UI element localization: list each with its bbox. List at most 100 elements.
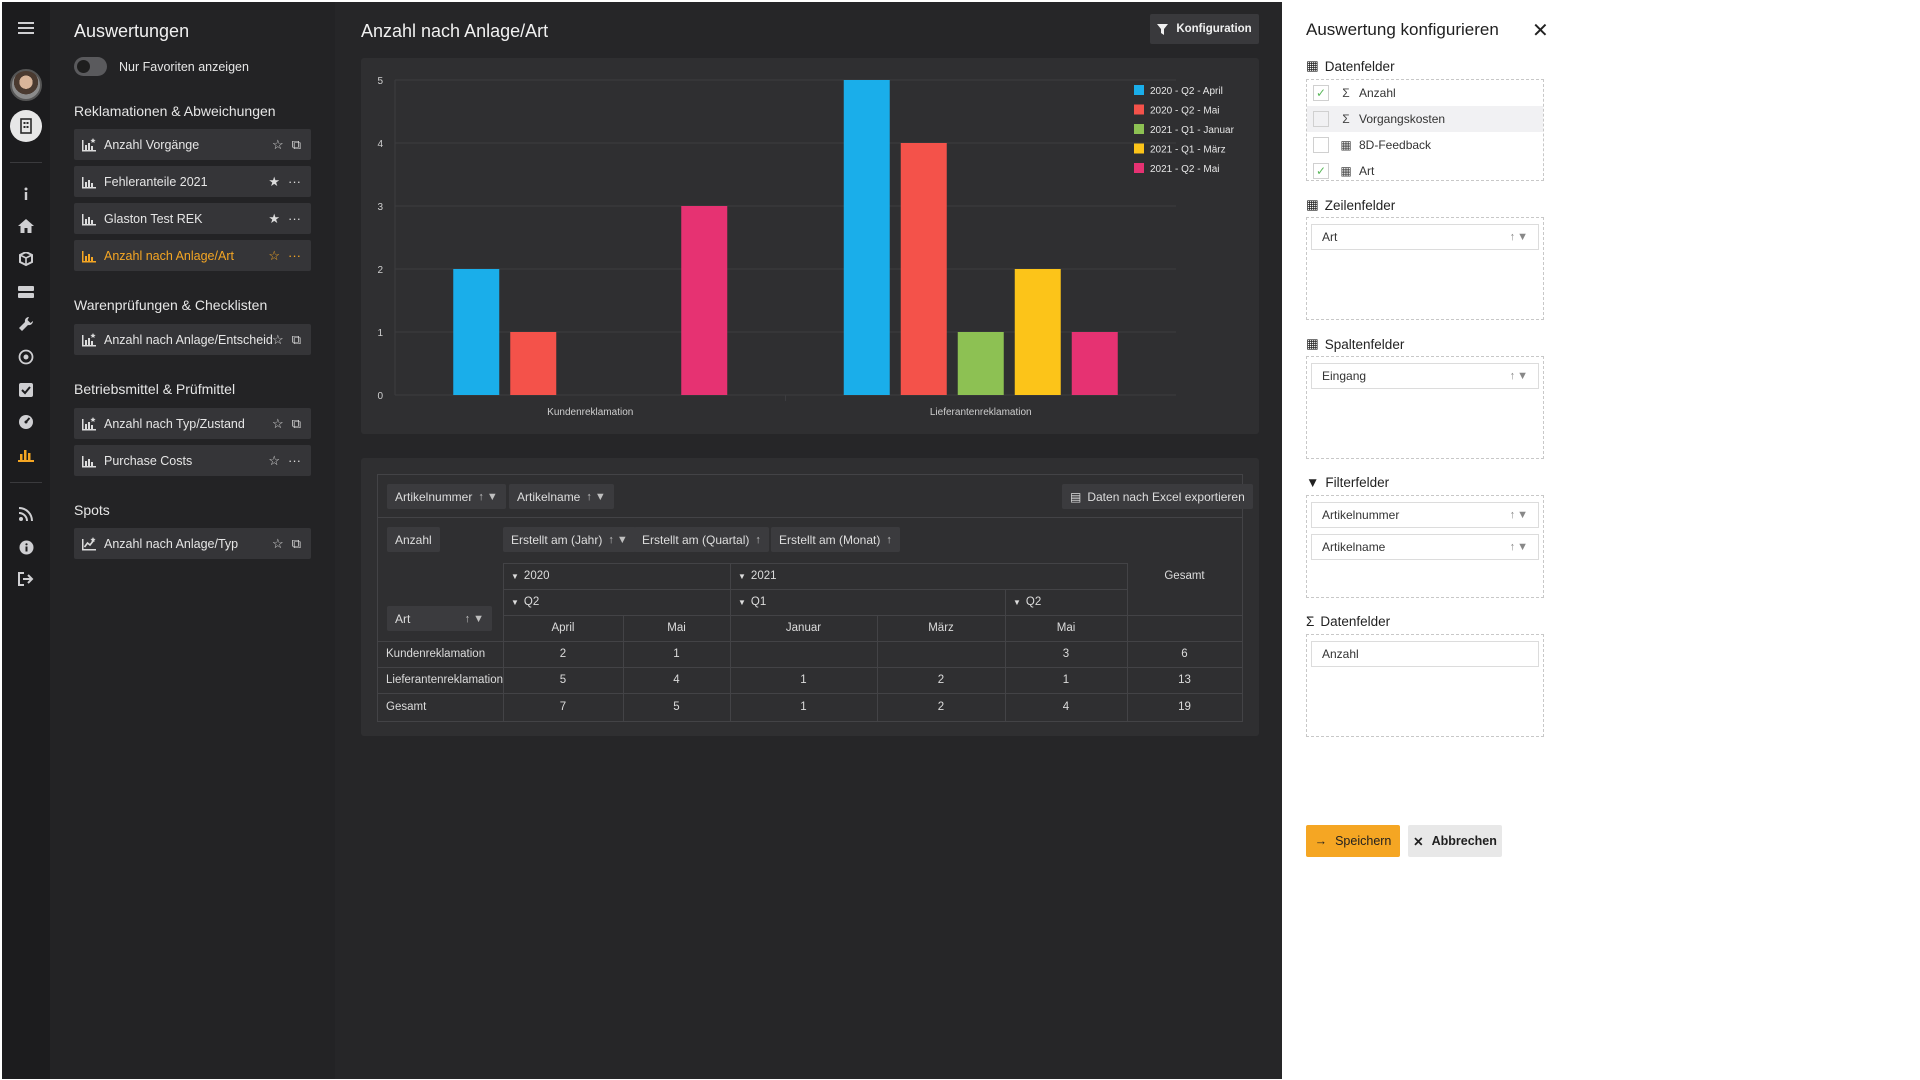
filter-icon[interactable]: ▼ [486,490,498,503]
bar-chart-icon[interactable] [2,439,50,471]
filter-icon[interactable]: ▼ [1517,370,1528,382]
save-button[interactable]: → Speichern [1306,825,1400,857]
filter-icon[interactable]: ▼ [1517,509,1528,521]
expand-caret-icon[interactable]: ▼ [738,597,746,607]
report-item-purchase-costs[interactable]: Purchase Costs ☆ ··· [74,445,311,476]
copy-icon[interactable]: ⧉ [291,136,301,152]
filter-icon[interactable]: ▼ [616,533,628,546]
sort-icon[interactable]: ↑ [464,612,471,625]
report-item-anzahl-anlage-entscheid[interactable]: Anzahl nach Anlage/Entscheid ☆ ⧉ [74,324,311,355]
field-label: Anzahl [1322,647,1359,661]
datafield-8d-feedback[interactable]: ▦ 8D-Feedback [1307,132,1543,158]
copy-icon[interactable]: ⧉ [291,535,301,551]
report-item-anzahl-typ-zustand[interactable]: Anzahl nach Typ/Zustand ☆ ⧉ [74,408,311,439]
server-icon[interactable] [2,276,50,308]
more-options-icon[interactable]: ··· [288,174,301,189]
wrench-icon[interactable] [2,308,50,340]
data-cell: 5 [673,701,680,713]
logout-icon[interactable] [2,563,50,595]
datafield-anzahl[interactable]: ✓ Σ Anzahl [1307,80,1543,106]
datafield-vorgangskosten[interactable]: Σ Vorgangskosten [1307,106,1543,132]
filter-field-artikelname[interactable]: Artikelname ↑ ▼ [1311,534,1539,560]
filter-icon[interactable]: ▼ [1517,231,1528,243]
copy-icon[interactable]: ⧉ [291,331,301,347]
info-icon[interactable] [2,178,50,210]
user-avatar[interactable] [10,69,42,101]
expand-caret-icon[interactable]: ▼ [511,571,519,581]
favorite-star-icon[interactable]: ☆ [272,331,284,347]
year-header-2020[interactable]: ▼ 2020 [503,563,730,589]
sort-icon[interactable]: ↑ [1509,370,1516,382]
chart-card: 0 1 2 3 4 5 Kundenreklamation Lieferantenreklam… [361,58,1259,434]
sort-icon[interactable]: ↑ [1509,231,1516,243]
column-chip-quartal[interactable]: Erstellt am (Quartal) ↑ [634,527,769,552]
expand-caret-icon[interactable]: ▼ [738,571,746,581]
favorite-star-icon[interactable]: ☆ [272,136,284,152]
favorite-star-icon[interactable]: ★ [268,210,280,226]
favorite-star-icon[interactable]: ☆ [268,247,280,263]
filter-icon[interactable]: ▼ [594,490,606,503]
rss-icon[interactable] [2,498,50,530]
row-fields-dropzone[interactable]: Art ↑ ▼ [1306,217,1544,320]
report-item-anzahl-anlage-typ[interactable]: Anzahl nach Anlage/Typ ☆ ⧉ [74,528,311,559]
value-fields-dropzone[interactable]: Anzahl [1306,634,1544,737]
sort-icon[interactable]: ↑ [755,533,761,546]
data-chip-anzahl[interactable]: Anzahl [387,527,440,552]
value-field-anzahl[interactable]: Anzahl [1311,641,1539,667]
more-options-icon[interactable]: ··· [288,248,301,263]
quarter-header[interactable]: ▼ Q1 [730,589,1005,615]
favorites-toggle[interactable] [74,57,107,76]
filter-chip-artikelnummer[interactable]: Artikelnummer ↑ ▼ [387,484,506,509]
cancel-button[interactable]: ✕ Abbrechen [1408,825,1502,857]
report-item-anzahl-anlage-art[interactable]: Anzahl nach Anlage/Art ☆ ··· [74,240,311,271]
konfiguration-button[interactable]: Konfiguration [1150,14,1259,44]
report-item-fehleranteile[interactable]: Fehleranteile 2021 ★ ··· [74,166,311,197]
export-excel-button[interactable]: ▤ Daten nach Excel exportieren [1062,484,1253,509]
favorite-star-icon[interactable]: ★ [268,173,280,189]
checkbox[interactable] [1313,111,1329,127]
gauge-icon[interactable] [2,406,50,438]
info-circle-icon[interactable] [2,531,50,563]
filter-chip-artikelname[interactable]: Artikelname ↑ ▼ [509,484,614,509]
building-icon[interactable] [10,110,42,142]
row-chip-art[interactable]: Art ↑ ▼ [387,606,492,631]
checkbox-icon[interactable] [2,374,50,406]
sort-icon[interactable]: ↑ [608,533,614,546]
more-options-icon[interactable]: ··· [288,453,301,468]
filter-field-artikelnummer[interactable]: Artikelnummer ↑ ▼ [1311,502,1539,528]
quarter-header[interactable]: ▼ Q2 [503,589,730,615]
report-item-glaston[interactable]: Glaston Test REK ★ ··· [74,203,311,234]
filter-icon[interactable]: ▼ [1517,541,1528,553]
sort-icon[interactable]: ↑ [886,533,892,546]
quarter-header[interactable]: ▼ Q2 [1005,589,1127,615]
expand-caret-icon[interactable]: ▼ [1013,597,1021,607]
column-field-eingang[interactable]: Eingang ↑ ▼ [1311,363,1539,389]
close-icon[interactable]: ✕ [1532,20,1549,42]
sort-icon[interactable]: ↑ [1509,509,1516,521]
checkbox-checked[interactable]: ✓ [1313,85,1329,101]
home-icon[interactable] [2,210,50,242]
column-fields-dropzone[interactable]: Eingang ↑ ▼ [1306,356,1544,459]
sort-icon[interactable]: ↑ [478,490,484,503]
checkbox[interactable] [1313,137,1329,153]
sort-icon[interactable]: ↑ [1509,541,1516,553]
filter-icon[interactable]: ▼ [473,612,484,625]
checkbox-checked[interactable]: ✓ [1313,163,1329,179]
expand-caret-icon[interactable]: ▼ [511,597,519,607]
favorite-star-icon[interactable]: ☆ [268,452,280,468]
favorite-star-icon[interactable]: ☆ [272,415,284,431]
more-options-icon[interactable]: ··· [288,211,301,226]
sort-icon[interactable]: ↑ [586,490,592,503]
datafield-art[interactable]: ✓ ▦ Art [1307,158,1543,184]
column-chip-jahr[interactable]: Erstellt am (Jahr) ↑ ▼ [503,527,636,552]
year-header-2021[interactable]: ▼ 2021 [730,563,1127,589]
hamburger-menu-icon[interactable] [2,12,50,44]
copy-icon[interactable]: ⧉ [291,415,301,431]
target-icon[interactable] [2,341,50,373]
cubes-icon[interactable] [2,243,50,275]
column-chip-monat[interactable]: Erstellt am (Monat) ↑ [771,527,900,552]
favorite-star-icon[interactable]: ☆ [272,535,284,551]
row-field-art[interactable]: Art ↑ ▼ [1311,224,1539,250]
report-item-anzahl-vorgaenge[interactable]: Anzahl Vorgänge ☆ ⧉ [74,129,311,160]
filter-fields-dropzone[interactable]: Artikelnummer ↑ ▼ Artikelname ↑ ▼ [1306,495,1544,598]
